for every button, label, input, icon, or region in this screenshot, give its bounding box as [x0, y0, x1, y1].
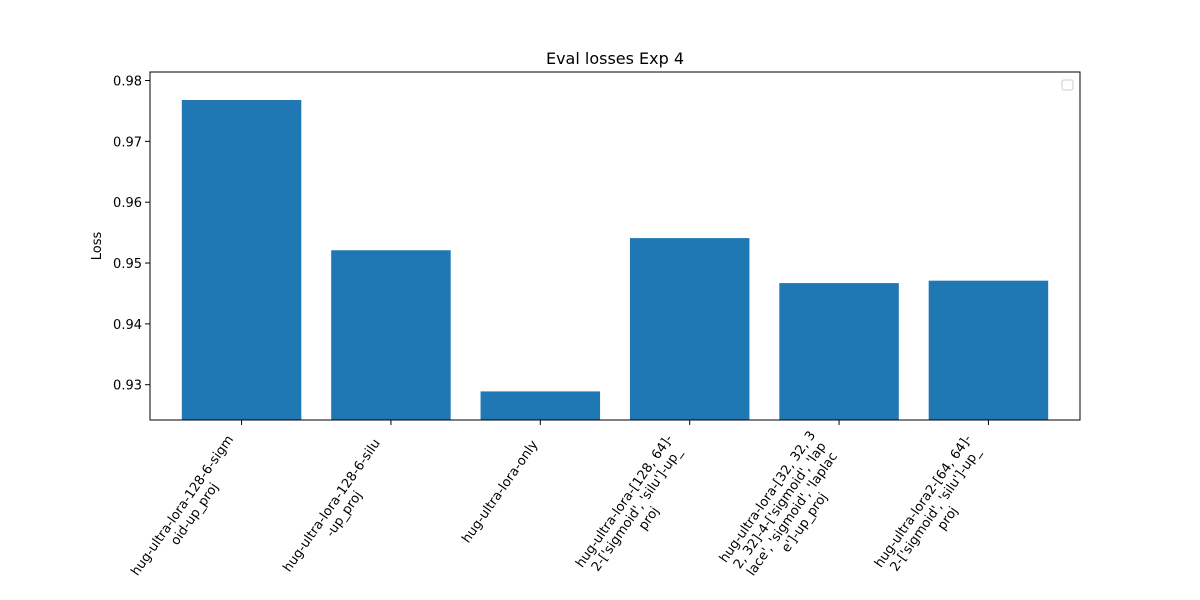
bar [779, 283, 899, 420]
bar [331, 250, 451, 420]
bar [181, 99, 302, 421]
bar [629, 238, 750, 420]
legend-box [1061, 79, 1074, 91]
y-tick-label: 0.98 [113, 75, 142, 90]
y-tick-label: 0.94 [113, 318, 142, 333]
y-tick-label: 0.95 [113, 257, 142, 272]
y-tick-label: 0.96 [113, 196, 142, 211]
plot-frame [149, 71, 1081, 421]
y-axis-label: Loss [90, 232, 105, 261]
bar [928, 280, 1049, 420]
bar [480, 391, 601, 420]
chart-title: Eval losses Exp 4 [546, 49, 684, 68]
y-tick-label: 0.97 [113, 135, 142, 150]
bars-group [181, 99, 1049, 421]
y-tick-label: 0.93 [113, 379, 142, 394]
